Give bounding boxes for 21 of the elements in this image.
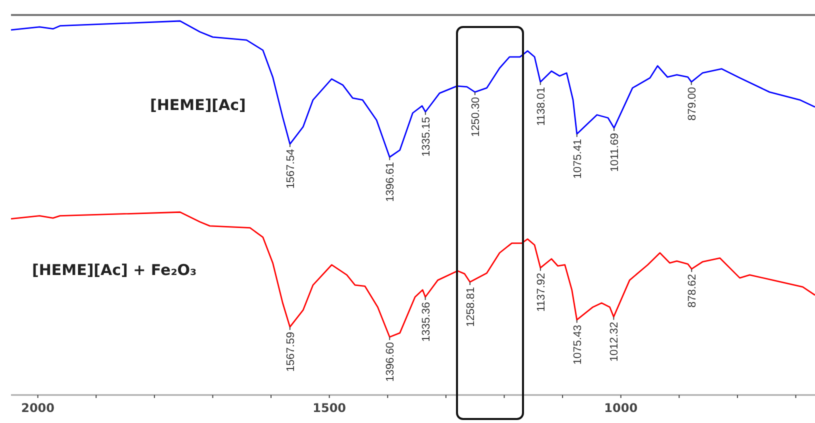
annotation: 1396.60 xyxy=(384,342,397,382)
text: [HEME][Ac] + Fe₂O₃ xyxy=(32,261,197,279)
annotation: 1075.43 xyxy=(572,324,584,365)
annotation: 879.00 xyxy=(686,86,698,121)
annotation: 1075.41 xyxy=(572,138,584,179)
annotation: 1012.32 xyxy=(608,322,621,362)
annotation: 1335.36 xyxy=(420,302,432,342)
annotation: 1567.54 xyxy=(284,149,297,189)
annotation: 878.62 xyxy=(686,274,699,308)
annotation: 1138.01 xyxy=(535,86,548,126)
annotation: 1396.61 xyxy=(384,162,397,202)
annotation: 1567.59 xyxy=(284,332,297,372)
x-tick-label: 1500 xyxy=(312,401,346,415)
annotation: 1137.92 xyxy=(535,272,548,312)
annotation: 1250.30 xyxy=(470,97,482,137)
annotation: 1258.81 xyxy=(464,287,477,327)
text: [HEME][Ac] xyxy=(150,96,246,114)
annotation: 1011.69 xyxy=(609,132,622,172)
annotation: 1335.15 xyxy=(420,116,432,157)
x-tick-label: 1000 xyxy=(604,401,638,415)
x-tick-label: 2000 xyxy=(21,401,55,415)
